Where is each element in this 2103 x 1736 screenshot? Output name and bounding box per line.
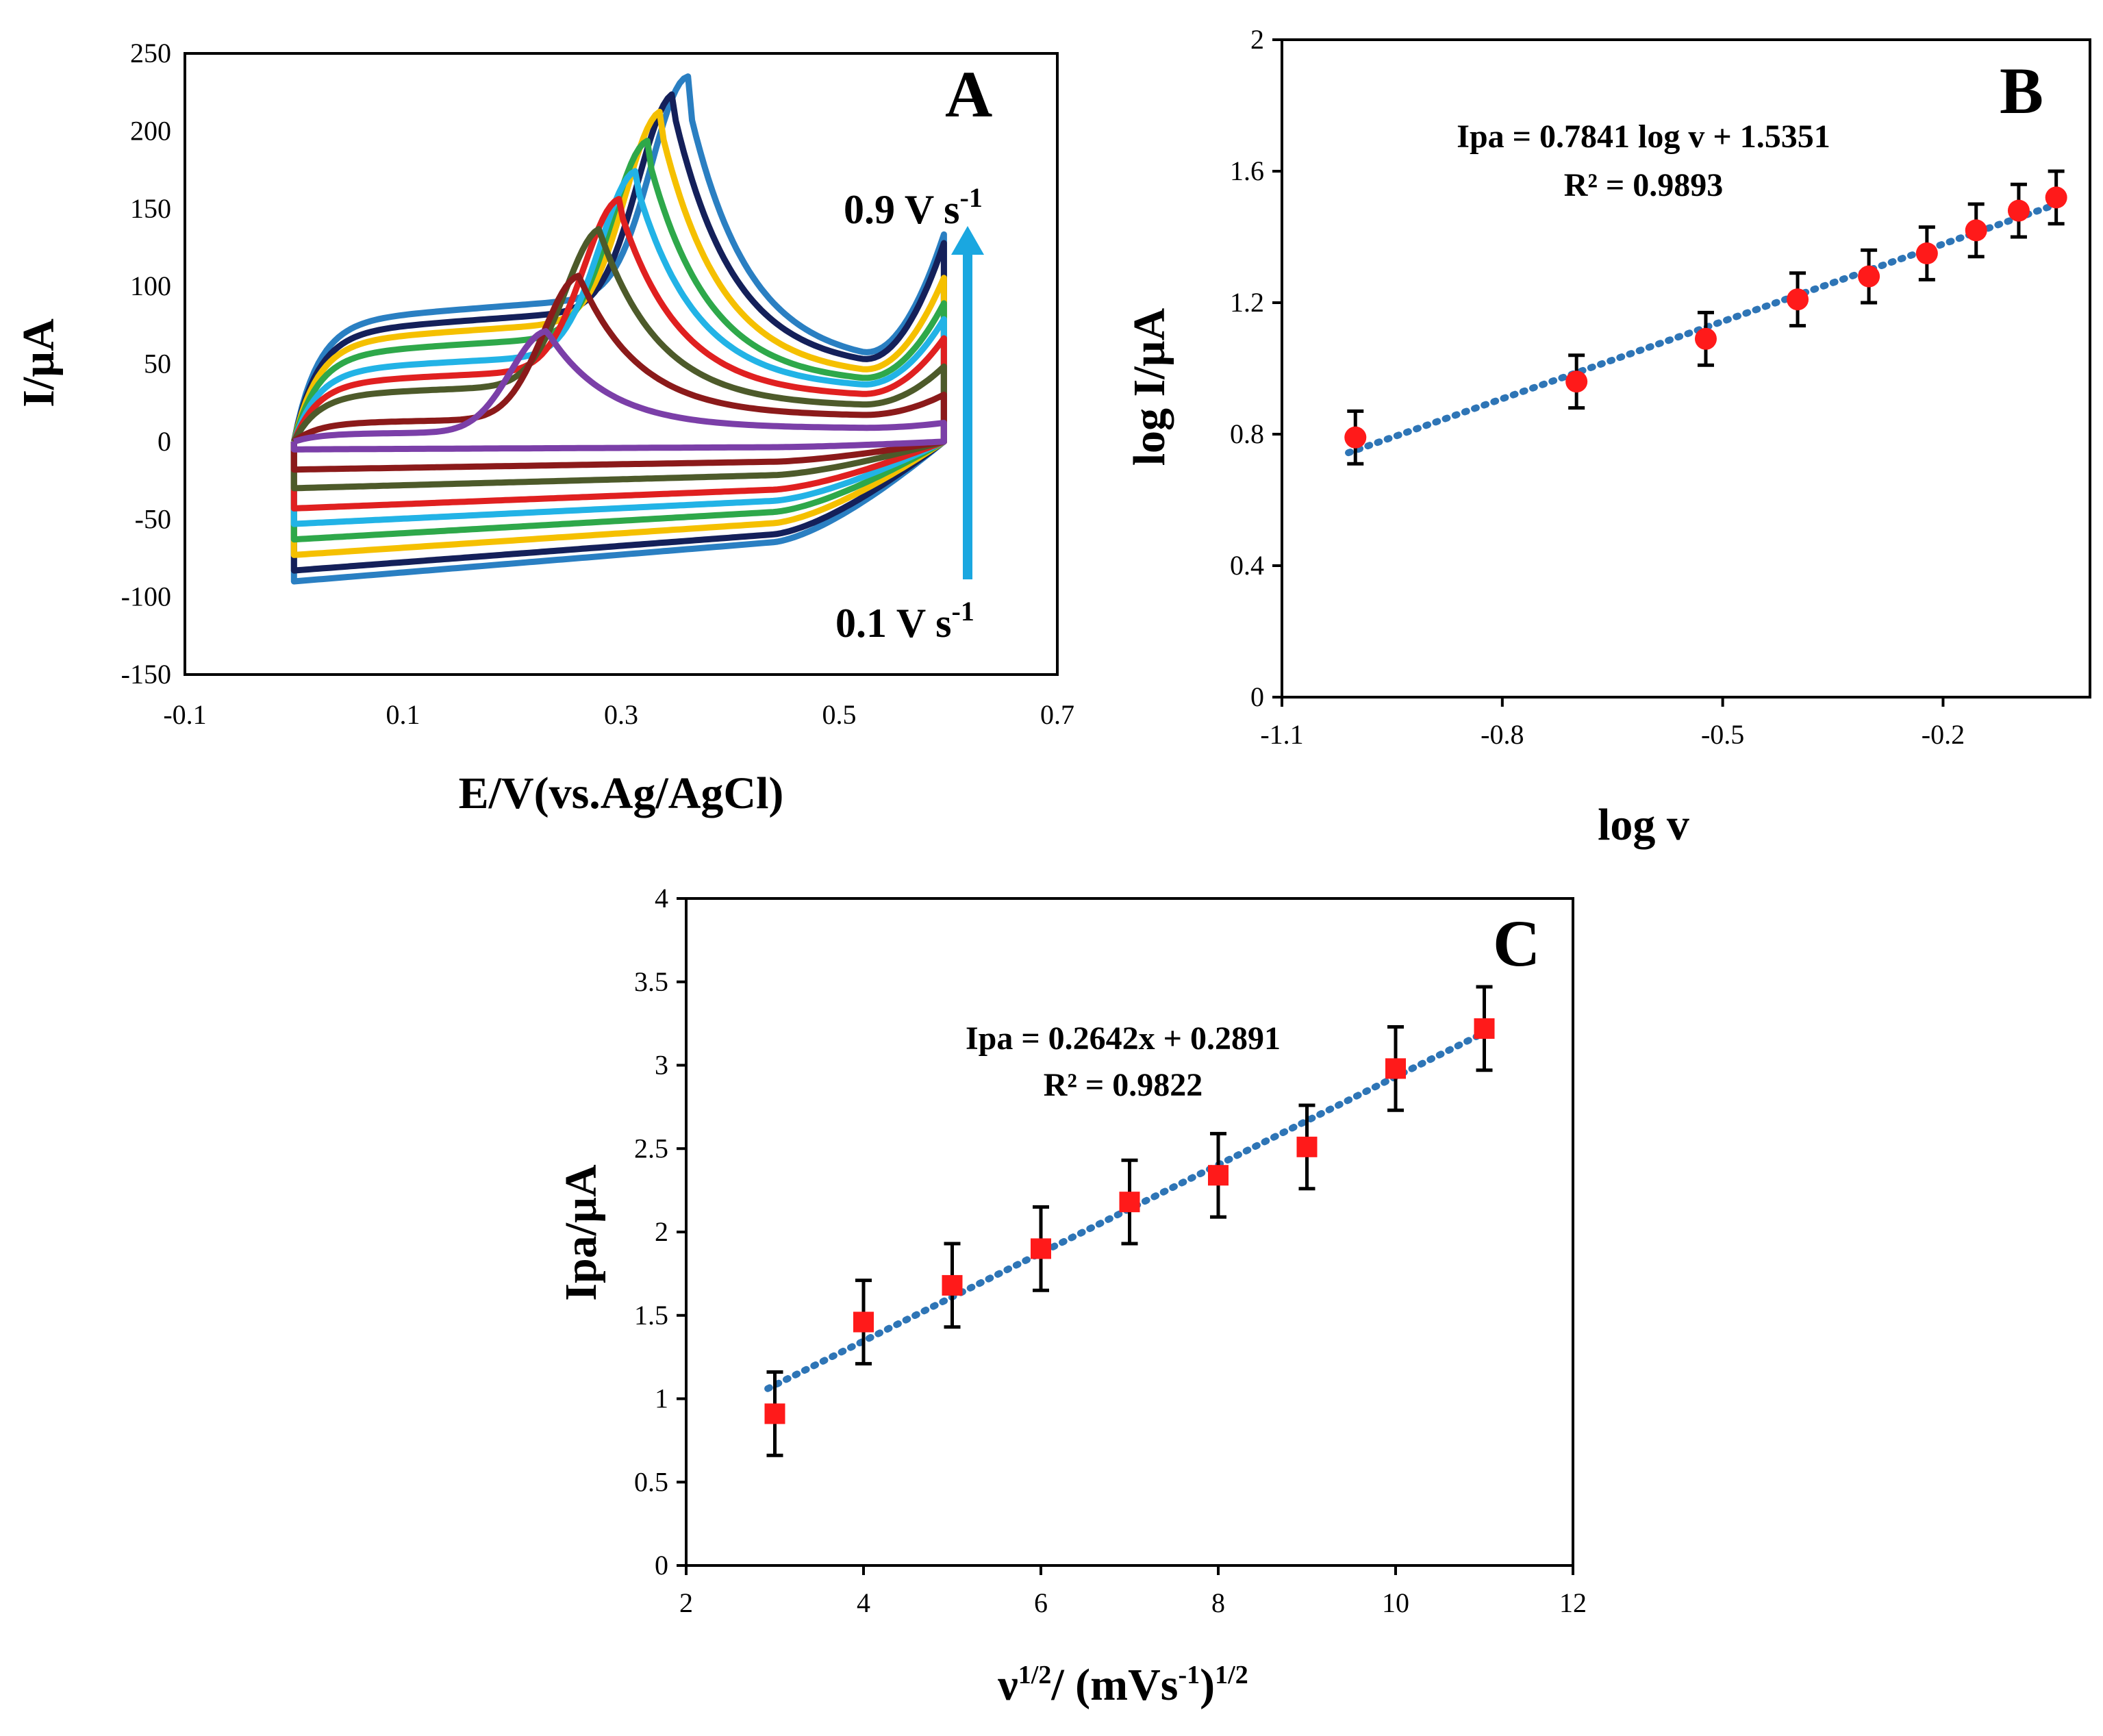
panel-c-data-point <box>1031 1238 1051 1259</box>
panel-b-data-point <box>1915 242 1938 264</box>
panel-a-annotation-bottom: 0.1 V s-1 <box>835 596 974 646</box>
panel-c-x-axis-title-sup2: -1 <box>1179 1661 1200 1689</box>
panel-c-equation: Ipa = 0.2642x + 0.2891 <box>966 1020 1281 1057</box>
panel-a-annotation-top-sup: -1 <box>960 182 983 213</box>
panel-b-y-tick-label: 1.6 <box>1230 155 1264 186</box>
panel-a: 250 200 150 100 50 0 -50 -100 -150 -0.1 0.1 0.3 0.5… <box>14 38 1074 818</box>
panel-a-x-tick-label: 0.3 <box>604 699 638 730</box>
panel-a-x-tick-label: 0.7 <box>1040 699 1074 730</box>
panel-c-data-point <box>1208 1165 1229 1186</box>
panel-a-y-axis-title: I/µA <box>14 318 64 407</box>
panel-b-equation: Ipa = 0.7841 log v + 1.5351 <box>1457 118 1830 155</box>
panel-b-x-tick-label: -0.8 <box>1481 719 1524 750</box>
panel-c-x-tick-label: 12 <box>1559 1587 1587 1618</box>
panel-b-data-point <box>1694 327 1717 350</box>
panel-a-y-tick-label: 150 <box>130 193 171 224</box>
panel-b-data-point <box>1965 219 1987 242</box>
panel-c-data <box>764 985 1495 1457</box>
panel-c-y-tick-label: 0.5 <box>634 1466 668 1497</box>
panel-c-data-point <box>1385 1058 1406 1079</box>
panel-a-y-tick-label: 0 <box>158 426 171 457</box>
panel-a-annotation-top: 0.9 V s-1 <box>844 182 983 232</box>
panel-c-x-tick-label: 4 <box>857 1587 870 1618</box>
panel-b-data-point <box>2007 199 2030 222</box>
panel-b-data <box>1344 169 2067 466</box>
panel-c-r-squared: R² = 0.9822 <box>1044 1067 1202 1103</box>
panel-b-data-point <box>2045 186 2067 209</box>
panel-a-cv-curve <box>290 328 947 453</box>
panel-c-x-tick-label: 10 <box>1382 1587 1409 1618</box>
panel-b-data-point <box>1344 426 1367 449</box>
panel-c-y-tick-label: 1 <box>655 1383 668 1414</box>
panel-b-y-tick-label: 1.2 <box>1230 287 1264 318</box>
panel-c-y-tick-label: 1.5 <box>634 1300 668 1331</box>
panel-c-axes: 43.532.521.510.502 4 6 8 10 12 <box>634 883 1587 1618</box>
panel-a-plot-frame <box>184 52 1059 676</box>
panel-c-y-axis-title: Ipa/µA <box>556 1164 606 1301</box>
panel-b-axes: 2 1.6 1.2 0.8 0.4 0 -1.1 -0.8 -0.5 -0.2 <box>1230 24 1965 750</box>
panel-c-data-point <box>764 1403 785 1424</box>
panel-a-annotation-bottom-sup: -1 <box>952 596 974 627</box>
panel-b-y-tick-label: 0.4 <box>1230 550 1264 581</box>
panel-a-annotation-top-text: 0.9 V s <box>844 187 960 232</box>
panel-b-data-point <box>1787 288 1809 311</box>
panel-a-label: A <box>945 58 992 131</box>
panel-b-label: B <box>2000 54 2043 127</box>
panel-a-x-tick-label: -0.1 <box>163 699 206 730</box>
panel-a-scan-rate-arrow-head <box>951 226 984 255</box>
panel-a-cv-curve <box>290 273 947 473</box>
panel-b-r-squared: R² = 0.9893 <box>1564 167 1723 203</box>
panel-c-data-point <box>942 1274 963 1296</box>
panel-c-y-tick-label: 4 <box>655 883 668 914</box>
panel-b-y-tick-label: 0 <box>1250 681 1264 712</box>
panel-c-y-tick-label: 2.5 <box>634 1133 668 1163</box>
panel-c-y-tick-label: 2 <box>655 1216 668 1247</box>
panel-c-x-axis-title-sup1: 1/2 <box>1018 1661 1052 1689</box>
panel-a-y-tick-label: -50 <box>135 503 171 534</box>
panel-a-y-tick-label: 100 <box>130 271 171 301</box>
panel-b-y-tick-label: 2 <box>1250 24 1264 55</box>
panel-a-y-tick-label: 50 <box>144 349 171 379</box>
panel-c-x-tick-label: 2 <box>679 1587 693 1618</box>
panel-a-annotation-bottom-text: 0.1 V s <box>835 601 952 646</box>
panel-b-y-axis-title: log I/µA <box>1124 307 1174 466</box>
panel-c-y-tick-label: 3 <box>655 1050 668 1081</box>
panel-c-x-axis-title-close: ) <box>1200 1660 1215 1710</box>
panel-b-x-tick-label: -1.1 <box>1260 719 1303 750</box>
panel-b-data-point <box>1565 370 1588 393</box>
panel-a-x-tick-label: 0.5 <box>822 699 857 730</box>
panel-c-label: C <box>1493 907 1540 980</box>
panel-c-y-tick-label: 0 <box>655 1550 668 1581</box>
panel-c-data-point <box>1296 1136 1318 1157</box>
panel-c-x-tick-label: 8 <box>1211 1587 1225 1618</box>
panel-c-x-axis-title-mid: / (mVs <box>1050 1660 1178 1710</box>
panel-c-x-axis-title-nu: ν <box>997 1660 1018 1710</box>
panel-a-cv-curves <box>290 73 947 585</box>
panel-a-y-tick-label: -150 <box>121 659 171 690</box>
panel-b-x-tick-label: -0.2 <box>1922 719 1965 750</box>
panel-a-y-tick-label: 200 <box>130 115 171 146</box>
panel-c-y-tick-label: 3.5 <box>634 966 668 997</box>
panel-a-y-tick-labels: 250 200 150 100 50 0 -50 -100 -150 <box>121 38 171 690</box>
panel-c-data-point <box>1474 1018 1495 1039</box>
panel-a-x-tick-label: 0.1 <box>386 699 420 730</box>
panel-b-x-tick-label: -0.5 <box>1701 719 1744 750</box>
panel-b-y-tick-label: 0.8 <box>1230 418 1264 449</box>
panel-c-x-tick-label: 6 <box>1034 1587 1048 1618</box>
panel-c-data-point <box>1119 1192 1140 1213</box>
panel-b-data-point <box>1858 265 1880 288</box>
panel-c-x-axis-title: ν1/2/ (mVs-1)1/2 <box>997 1660 1248 1710</box>
panel-b-x-axis-title: log v <box>1598 800 1689 850</box>
panel-a-y-tick-label: 250 <box>130 38 171 68</box>
panel-c-x-axis-title-sup3: 1/2 <box>1215 1661 1248 1689</box>
panel-a-y-tick-label: -100 <box>121 581 171 612</box>
panel-a-x-tick-labels: -0.1 0.1 0.3 0.5 0.7 <box>163 699 1074 730</box>
panel-a-x-axis-title: E/V(vs.Ag/AgCl) <box>459 768 784 818</box>
panel-b-plot-frame <box>1281 38 2091 699</box>
panel-c: 43.532.521.510.502 4 6 8 10 12 C Ipa = 0.2642… <box>556 883 1587 1710</box>
panel-b: 2 1.6 1.2 0.8 0.4 0 -1.1 -0.8 -0.5 -0.2 B Ipa = 0… <box>1124 24 2091 850</box>
panel-c-data-point <box>853 1311 874 1333</box>
